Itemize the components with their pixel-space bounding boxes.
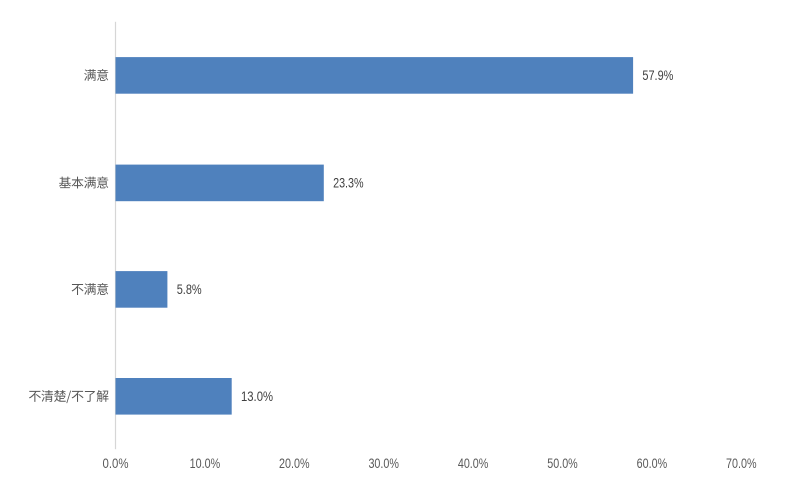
svg-text:5.8%: 5.8% (177, 282, 202, 297)
svg-text:10.0%: 10.0% (190, 456, 221, 471)
svg-text:0.0%: 0.0% (103, 456, 129, 471)
svg-text:23.3%: 23.3% (333, 175, 364, 190)
svg-text:50.0%: 50.0% (547, 456, 578, 471)
svg-text:57.9%: 57.9% (642, 68, 673, 83)
svg-text:70.0%: 70.0% (726, 456, 757, 471)
svg-text:20.0%: 20.0% (279, 456, 310, 471)
svg-text:30.0%: 30.0% (368, 456, 399, 471)
svg-text:13.0%: 13.0% (241, 389, 273, 404)
svg-text:60.0%: 60.0% (637, 456, 668, 471)
svg-text:40.0%: 40.0% (458, 456, 489, 471)
